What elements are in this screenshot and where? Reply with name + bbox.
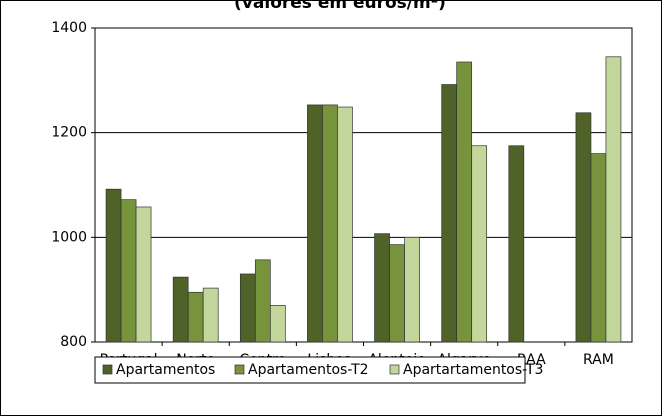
bar [202, 287, 219, 343]
legend-label: Apartamentos-T2 [248, 362, 369, 378]
y-tick-label: 1400 [51, 20, 87, 36]
bar [471, 145, 488, 343]
bar [322, 104, 338, 343]
bar [605, 56, 622, 343]
legend-swatch [102, 364, 113, 375]
bar [269, 305, 286, 343]
legend-swatch [389, 364, 400, 375]
bar [135, 206, 152, 343]
legend-label: Apartartamentos-T3 [403, 362, 543, 378]
bar [575, 112, 592, 343]
bar [307, 104, 323, 343]
bar [239, 273, 256, 343]
y-tick-label: 1200 [51, 125, 87, 141]
bar [105, 188, 122, 343]
y-tick-label: 800 [60, 334, 87, 350]
bar [590, 153, 607, 343]
bar [187, 291, 204, 343]
legend-swatch [234, 364, 245, 375]
legend-box [94, 356, 526, 384]
bar [374, 233, 390, 343]
bar [389, 244, 405, 343]
bar [254, 259, 271, 343]
bar [404, 236, 420, 343]
y-tick-label: 1000 [51, 229, 87, 245]
bar [441, 84, 458, 343]
bar [508, 145, 525, 343]
legend-label: Apartamentos [116, 362, 215, 378]
x-tick-label: RAM [583, 352, 614, 368]
chart-title: (valores em euros/m²) [234, 0, 446, 13]
bar [172, 276, 189, 343]
bar [337, 106, 353, 343]
bar [120, 199, 137, 343]
bar [456, 61, 473, 343]
